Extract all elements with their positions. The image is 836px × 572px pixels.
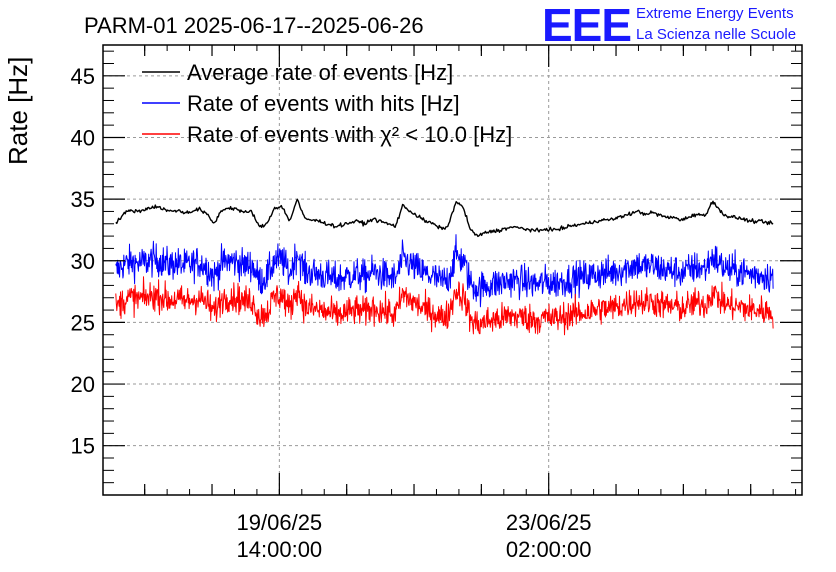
y-tick-labels: 15 20 25 30 35 40 45 <box>71 64 95 459</box>
series-line-2 <box>115 276 774 336</box>
grid-lines <box>103 45 802 495</box>
x-tick-time: 02:00:00 <box>506 537 592 562</box>
plot-frame <box>102 44 803 496</box>
logo-line2: La Scienza nelle Scuole <box>636 26 796 43</box>
plot-series <box>115 198 774 336</box>
legend: Average rate of events [Hz] Rate of event… <box>142 60 512 147</box>
legend-label: Rate of events with χ² < 10.0 [Hz] <box>187 122 512 147</box>
y-tick-label: 30 <box>71 249 95 274</box>
x-tick-date: 19/06/25 <box>237 510 323 535</box>
legend-label: Rate of events with hits [Hz] <box>187 91 460 116</box>
chart-title: PARM-01 2025-06-17--2025-06-26 <box>84 13 424 38</box>
series-line-1 <box>115 234 774 308</box>
logo-line1: Extreme Energy Events <box>636 5 794 22</box>
y-tick-label: 25 <box>71 310 95 335</box>
y-axis-label: Rate [Hz] <box>3 57 33 165</box>
legend-label: Average rate of events [Hz] <box>187 60 453 85</box>
eee-logo: EEE <box>542 0 631 51</box>
y-tick-label: 15 <box>71 434 95 459</box>
y-tick-label: 45 <box>71 64 95 89</box>
series-line-0 <box>115 198 774 238</box>
axis-ticks <box>103 45 802 496</box>
x-tick-date: 23/06/25 <box>506 510 592 535</box>
x-tick-time: 14:00:00 <box>237 537 323 562</box>
y-tick-label: 20 <box>71 372 95 397</box>
y-tick-label: 35 <box>71 187 95 212</box>
y-tick-label: 40 <box>71 125 95 150</box>
